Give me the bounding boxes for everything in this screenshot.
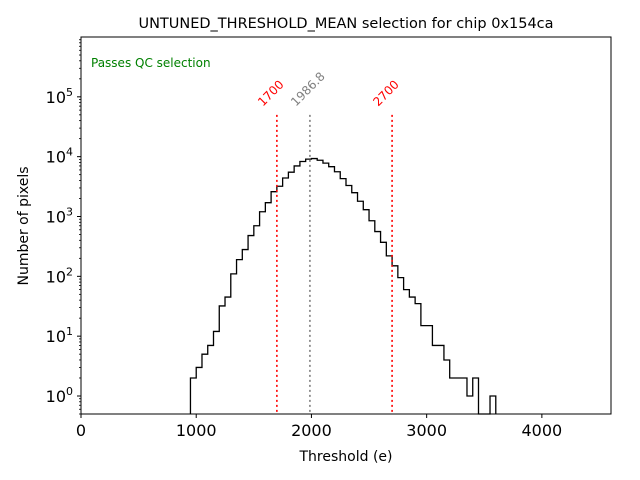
histogram-bin (219, 306, 225, 414)
y-tick-label: 104 (46, 146, 73, 167)
histogram-bin (369, 221, 375, 414)
histogram-bin (334, 172, 340, 414)
histogram-bin (225, 297, 231, 414)
histogram-outline (189, 157, 497, 415)
histogram-bin (432, 345, 438, 414)
histogram-bin (427, 326, 433, 414)
histogram-bin (340, 179, 346, 414)
histogram-bin (248, 236, 254, 414)
histogram-bin (455, 378, 461, 414)
histogram-bin (231, 274, 237, 414)
histogram-bin (283, 178, 289, 414)
histogram-bin (346, 185, 352, 414)
x-tick-label: 1000 (176, 421, 217, 440)
histogram-bin (409, 297, 415, 414)
y-tick-label: 103 (46, 205, 73, 226)
histogram-bin (404, 290, 410, 414)
threshold-lines: 1700 1986.8 2700 (255, 69, 402, 414)
histogram-bin (196, 367, 202, 414)
histogram-bin (375, 232, 381, 414)
histogram-bin (421, 326, 427, 414)
histogram-bin (214, 331, 220, 414)
histogram-bin (381, 242, 387, 414)
vline-label-upper-cut: 2700 (370, 77, 401, 108)
histogram-bin (208, 345, 214, 414)
x-tick-label: 0 (76, 421, 86, 440)
histogram-bin (242, 250, 248, 414)
histogram-bin (415, 304, 421, 414)
histogram-bin (311, 159, 317, 414)
y-tick-label: 102 (46, 265, 73, 286)
histogram-bin (329, 167, 335, 414)
histogram-bin (277, 186, 283, 414)
histogram-bin (288, 172, 294, 414)
histogram-bin (323, 163, 329, 414)
vline-label-mean: 1986.8 (288, 69, 328, 109)
histogram-bin (190, 378, 196, 414)
y-tick-label: 100 (46, 385, 73, 406)
y-axis: 100 101 102 103 104 105 (46, 39, 81, 415)
y-tick-label: 101 (46, 325, 73, 346)
histogram-bin (265, 203, 271, 414)
plot-area (189, 157, 497, 415)
x-axis: 0 1000 2000 3000 4000 (76, 414, 562, 440)
histogram-bin (202, 354, 208, 414)
histogram-bin (317, 160, 323, 414)
axes-frame (80, 36, 612, 415)
histogram-bin (450, 378, 456, 414)
x-axis-label: Threshold (e) (299, 449, 393, 465)
histogram-bin (358, 201, 364, 414)
histogram-bin (237, 260, 243, 414)
y-axis-label: Number of pixels (16, 166, 32, 285)
chart-title: UNTUNED_THRESHOLD_MEAN selection for chi… (138, 16, 553, 32)
histogram-bin (461, 378, 467, 414)
histogram-bin (260, 212, 266, 414)
histogram-bin (444, 360, 450, 414)
x-tick-label: 4000 (522, 421, 563, 440)
histogram-bin (254, 226, 260, 414)
histogram-bin (473, 378, 479, 414)
histogram-bin (294, 166, 300, 414)
histogram-bin (467, 396, 473, 414)
histogram-bin (438, 345, 444, 414)
x-tick-label: 3000 (406, 421, 447, 440)
histogram-bin (392, 266, 398, 414)
histogram-bin (352, 193, 358, 414)
histogram-bin (398, 278, 404, 414)
histogram-bin (490, 396, 496, 414)
histogram-bin (300, 162, 306, 414)
qc-annotation: Passes QC selection (91, 56, 211, 70)
histogram-bin (386, 256, 392, 414)
y-tick-label: 105 (46, 86, 73, 107)
x-tick-label: 2000 (291, 421, 332, 440)
vline-label-lower-cut: 1700 (255, 77, 286, 108)
histogram-bin (363, 210, 369, 414)
histogram-bin (271, 192, 277, 414)
